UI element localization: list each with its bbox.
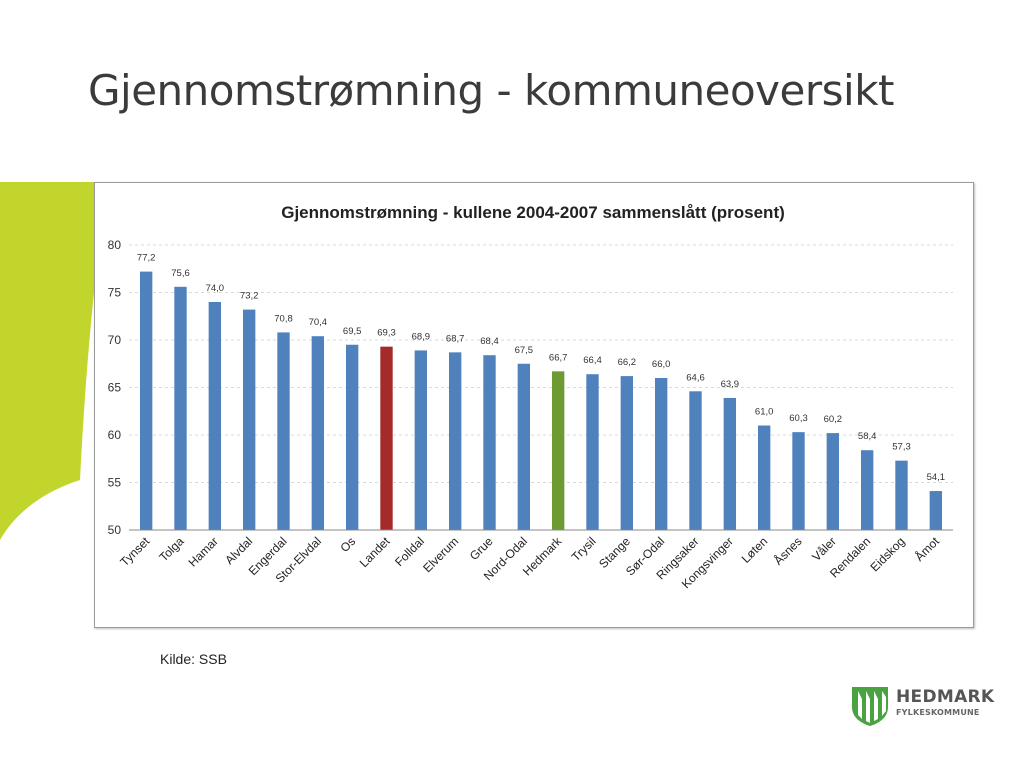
value-label: 64,6	[686, 372, 705, 383]
bar-os	[345, 344, 359, 530]
value-label: 54,1	[927, 472, 946, 483]
value-label: 68,7	[446, 333, 465, 344]
value-label: 63,9	[721, 379, 740, 390]
x-tick-label: Våler	[809, 534, 839, 564]
y-tick-label: 75	[108, 286, 122, 300]
bar-elverum	[448, 352, 462, 530]
bar-landet	[380, 346, 393, 530]
value-label: 77,2	[137, 253, 156, 264]
x-tick-label: Eidskog	[868, 534, 908, 574]
value-label: 73,2	[240, 291, 259, 302]
bar-engerdal	[277, 332, 290, 530]
y-tick-label: 65	[108, 381, 122, 395]
bar--mot	[929, 491, 943, 530]
logo-name: HEDMARK	[896, 687, 995, 707]
x-tick-label: Grue	[467, 534, 496, 563]
value-label: 75,6	[171, 268, 190, 279]
value-labels: 77,2 75,6 74,0 73,2 70,8 70,4 69,5 69,3 68,9 68,7…	[137, 253, 945, 483]
y-tick-label: 50	[108, 523, 122, 537]
value-label: 61,0	[755, 407, 774, 418]
bar-tolga	[174, 286, 187, 530]
hedmark-logo: HEDMARK FYLKESKOMMUNE	[848, 683, 998, 729]
logo-subtitle: FYLKESKOMMUNE	[896, 708, 980, 717]
x-tick-label: Elverum	[420, 534, 461, 575]
bar-hedmark	[551, 371, 565, 530]
value-label: 66,0	[652, 359, 671, 370]
bar-kongsvinger	[723, 397, 737, 530]
value-label: 69,5	[343, 326, 362, 337]
bar-s-r-odal	[654, 378, 668, 530]
bars	[139, 271, 943, 530]
y-tick-label: 70	[108, 333, 122, 347]
value-label: 60,3	[789, 413, 808, 424]
x-tick-label: Tolga	[156, 534, 186, 564]
bar-chart: Gjennomstrømning - kullene 2004-2007 sam…	[108, 203, 953, 591]
bar-stor-elvdal	[311, 336, 325, 530]
value-label: 68,4	[480, 336, 499, 347]
value-label: 57,3	[892, 442, 911, 453]
value-label: 70,8	[274, 313, 293, 324]
decorative-green-shape	[0, 182, 108, 540]
bar-trysil	[586, 374, 599, 530]
value-label: 68,9	[412, 331, 431, 342]
value-label: 66,2	[618, 357, 637, 368]
value-label: 58,4	[858, 431, 877, 442]
value-label: 70,4	[309, 317, 328, 328]
value-label: 66,7	[549, 352, 568, 363]
y-tick-label: 55	[108, 476, 122, 490]
x-tick-label: Landet	[357, 534, 393, 570]
y-tick-label: 80	[108, 238, 122, 252]
bar-folldal	[414, 350, 428, 530]
bar-hamar	[208, 302, 222, 530]
bar-nord-odal	[517, 363, 531, 530]
slide-title: Gjennomstrømning - kommuneoversikt	[88, 66, 894, 115]
x-tick-label: Løten	[739, 534, 771, 566]
chart-title: Gjennomstrømning - kullene 2004-2007 sam…	[281, 203, 785, 222]
bar-l-ten	[757, 425, 771, 530]
bar-alvdal	[242, 309, 256, 530]
x-tick-label: Trysil	[569, 534, 599, 564]
bar-eidskog	[895, 460, 908, 530]
bar-grue	[483, 355, 496, 530]
x-tick-label: Os	[338, 534, 359, 555]
value-label: 74,0	[206, 283, 225, 294]
source-note: Kilde: SSB	[160, 651, 227, 667]
value-label: 67,5	[515, 345, 534, 356]
x-tick-label: Tynset	[117, 534, 152, 569]
bar-ringsaker	[689, 391, 702, 530]
x-tick-label: Åsnes	[770, 534, 804, 568]
chart-frame: Gjennomstrømning - kullene 2004-2007 sam…	[94, 182, 974, 628]
y-axis-ticks: 50 55 60 65 70 75 80	[108, 238, 122, 537]
bar--snes	[792, 432, 805, 530]
value-label: 60,2	[824, 414, 843, 425]
x-tick-label: Hamar	[186, 534, 221, 569]
bar-rendalen	[860, 450, 874, 530]
bar-stange	[620, 376, 634, 530]
value-label: 69,3	[377, 328, 396, 339]
logo-emblem-icon	[852, 687, 888, 726]
value-label: 66,4	[583, 355, 602, 366]
x-tick-label: Hedmark	[520, 534, 565, 579]
bar-tynset	[139, 271, 153, 530]
y-tick-label: 60	[108, 428, 122, 442]
x-tick-label: Åmot	[912, 533, 943, 564]
bar-v-ler	[826, 433, 840, 530]
